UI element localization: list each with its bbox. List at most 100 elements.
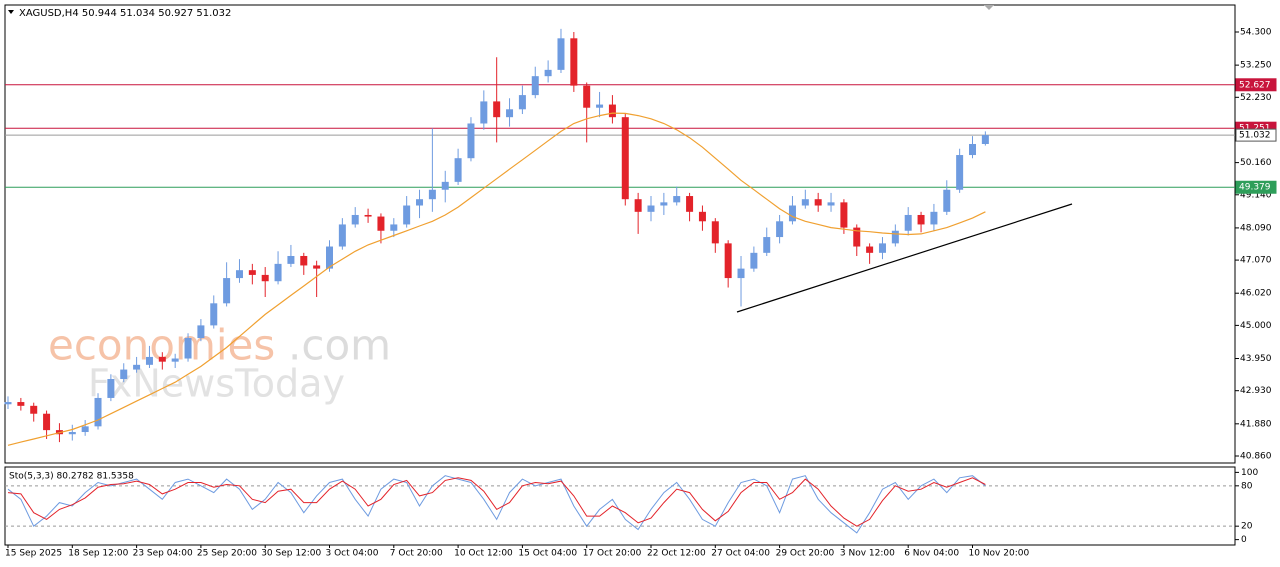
x-tick-label: 3 Nov 12:00 (840, 549, 895, 559)
candle-body (930, 211, 938, 225)
candle-body (81, 426, 89, 433)
candle-body (326, 246, 333, 269)
y-tick-label: 0 (1241, 535, 1247, 545)
candle-body (570, 38, 578, 86)
candle-body (261, 274, 269, 282)
candle-body (660, 202, 668, 206)
candle-body (981, 135, 989, 144)
stoch-panel (4, 466, 1236, 546)
candle-body (493, 101, 501, 118)
candle-body (531, 76, 539, 96)
stoch-k (7, 475, 986, 534)
y-tick-label: 100 (1241, 468, 1258, 478)
candle-body (467, 123, 475, 159)
candle-body (608, 104, 616, 118)
candle-body (351, 214, 359, 225)
candle-body (428, 189, 436, 200)
y-tick-label: 46.020 (1240, 289, 1272, 299)
candle-body (904, 214, 912, 231)
candle-body (300, 255, 308, 266)
x-tick-label: 27 Oct 04:00 (711, 549, 770, 559)
price-tag-label: 51.032 (1239, 131, 1271, 141)
candle-body (480, 101, 488, 124)
trend-line (736, 203, 1073, 313)
candle-body (210, 303, 218, 326)
chart-title: XAGUSD,H4 50.944 51.034 50.927 51.032 (19, 8, 231, 19)
candle-body (107, 379, 115, 398)
candle-body (197, 325, 205, 339)
candle-body (506, 109, 514, 118)
candle-body (17, 402, 25, 406)
candle-body (647, 205, 655, 212)
candle-body (801, 199, 809, 206)
candle-body (698, 211, 706, 222)
candle-body (518, 95, 526, 110)
candle-body (776, 221, 784, 238)
x-tick-label: 10 Nov 20:00 (969, 549, 1030, 559)
candle-body (390, 224, 398, 231)
price-tag (1235, 180, 1277, 194)
candle-body (313, 265, 321, 269)
price-tag (1235, 78, 1277, 92)
y-tick-label: 40.860 (1240, 451, 1272, 461)
y-tick-label: 42.930 (1240, 386, 1272, 396)
candle-body (596, 104, 604, 108)
candle-body (133, 364, 141, 370)
x-tick-label: 3 Oct 04:00 (326, 549, 379, 559)
x-tick-label: 10 Oct 12:00 (454, 549, 513, 559)
candle-body (840, 202, 848, 228)
candle-body (878, 243, 886, 253)
candle-body (956, 155, 964, 190)
candle-body (184, 338, 192, 359)
x-tick-label: 22 Oct 12:00 (647, 549, 706, 559)
watermark-text: FxNewsToday (88, 362, 345, 406)
candle-body (30, 405, 38, 414)
candle-body (68, 432, 76, 435)
candle-body (120, 369, 128, 380)
candle-body (788, 205, 796, 222)
candle-body (158, 356, 166, 362)
candle-body (287, 255, 295, 264)
x-tick-label: 15 Sep 2025 (5, 549, 62, 559)
price-tag-label: 52.627 (1239, 80, 1271, 90)
y-tick-label: 50.160 (1240, 158, 1272, 168)
menu-arrow[interactable] (8, 10, 14, 14)
y-tick-label: 41.880 (1240, 419, 1272, 429)
watermark-text: .com (288, 321, 391, 370)
candle-body (853, 227, 861, 247)
candle-body (364, 214, 372, 217)
candle-body (544, 69, 552, 77)
x-tick-label: 29 Oct 20:00 (776, 549, 835, 559)
x-tick-label: 7 Oct 20:00 (390, 549, 443, 559)
candle-body (673, 196, 681, 203)
candle-body (737, 268, 745, 279)
candle-body (403, 205, 411, 225)
x-tick-label: 18 Sep 12:00 (68, 549, 128, 559)
main-panel (4, 4, 1236, 464)
x-tick-label: 15 Oct 04:00 (518, 549, 577, 559)
candle-body (634, 199, 642, 212)
y-tick-label: 48.090 (1240, 223, 1272, 233)
candle-body (557, 38, 565, 70)
candle-body (274, 263, 282, 282)
candle-body (94, 397, 102, 427)
candle-body (621, 117, 629, 200)
candle-body (454, 158, 462, 182)
candle-body (338, 224, 346, 247)
candle-body (145, 356, 153, 365)
moving-average (7, 112, 986, 446)
y-tick-label: 20 (1241, 522, 1253, 532)
candle-body (866, 246, 874, 253)
candle-body (223, 278, 231, 304)
stoch-label: Sto(5,3,3) 80.2782 81.5358 (9, 472, 134, 482)
candle-body (171, 358, 179, 362)
candle-body (4, 402, 12, 405)
price-tag-label: 49.379 (1239, 183, 1271, 193)
candle-body (711, 221, 719, 244)
candle-body (969, 143, 976, 156)
x-tick-label: 23 Sep 04:00 (133, 549, 193, 559)
candle-body (917, 214, 925, 225)
y-tick-label: 54.300 (1240, 28, 1272, 38)
x-tick-label: 17 Oct 20:00 (583, 549, 642, 559)
